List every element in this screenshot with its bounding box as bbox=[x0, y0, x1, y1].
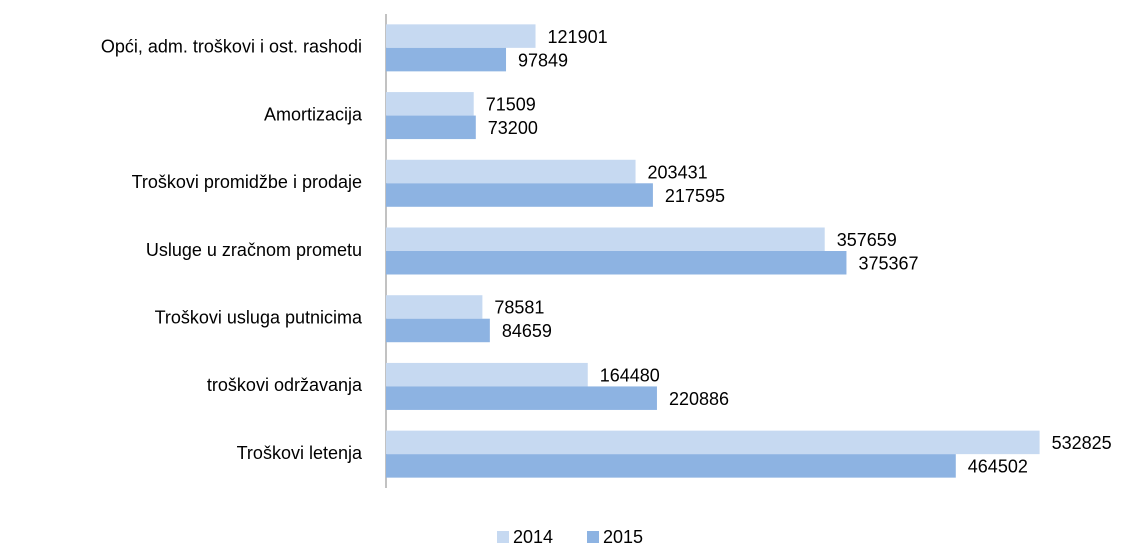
bar bbox=[386, 24, 536, 48]
bar bbox=[386, 159, 636, 184]
bar bbox=[386, 295, 483, 319]
value-label: 220886 bbox=[669, 389, 729, 409]
bar bbox=[386, 92, 474, 116]
value-label: 71509 bbox=[486, 95, 536, 115]
value-label: 203431 bbox=[648, 162, 708, 182]
category-label: Troškovi usluga putnicima bbox=[155, 307, 363, 327]
category-label: Troškovi promidžbe i prodaje bbox=[132, 172, 362, 192]
bar bbox=[386, 386, 657, 410]
legend-label: 2015 bbox=[603, 527, 643, 547]
bar bbox=[386, 227, 825, 251]
bar bbox=[386, 430, 1040, 455]
value-label: 464502 bbox=[968, 457, 1028, 477]
bar bbox=[386, 251, 847, 275]
bar bbox=[386, 318, 490, 343]
value-label: 121901 bbox=[548, 27, 608, 47]
bar bbox=[386, 47, 507, 72]
value-label: 97849 bbox=[518, 50, 568, 70]
value-label: 217595 bbox=[665, 186, 725, 206]
category-label: Amortizacija bbox=[264, 104, 363, 124]
legend-label: 2014 bbox=[513, 527, 553, 547]
category-label: troškovi održavanja bbox=[207, 375, 363, 395]
value-label: 84659 bbox=[502, 321, 552, 341]
value-label: 78581 bbox=[494, 298, 544, 318]
bar bbox=[386, 362, 588, 387]
category-label: Opći, adm. troškovi i ost. rashodi bbox=[101, 37, 362, 57]
value-label: 375367 bbox=[858, 254, 918, 274]
bar bbox=[386, 183, 653, 207]
value-label: 357659 bbox=[837, 230, 897, 250]
value-label: 164480 bbox=[600, 365, 660, 385]
category-label: Usluge u zračnom prometu bbox=[146, 240, 362, 260]
bar bbox=[386, 115, 476, 140]
bar bbox=[386, 454, 956, 478]
category-label: Troškovi letenja bbox=[237, 443, 363, 463]
value-label: 532825 bbox=[1052, 433, 1112, 453]
value-label: 73200 bbox=[488, 118, 538, 138]
legend-swatch bbox=[497, 531, 509, 543]
legend-swatch bbox=[587, 531, 599, 543]
